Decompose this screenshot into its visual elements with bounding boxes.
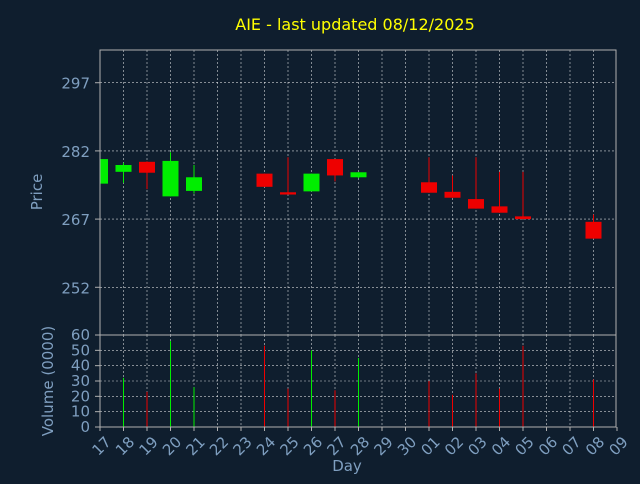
x-tick-label: 07: [559, 433, 585, 459]
candle-body: [115, 165, 132, 172]
x-tick-label: 17: [89, 433, 115, 459]
x-tick-label: 28: [347, 433, 373, 459]
x-tick-label: 08: [582, 433, 608, 459]
x-tick-label: 02: [441, 433, 467, 459]
candle-body: [303, 173, 320, 192]
candle-body: [515, 216, 531, 220]
candle-body: [162, 160, 179, 197]
candlesticks: [99, 152, 602, 239]
price-tick-label: 282: [61, 143, 90, 161]
price-tick-label: 267: [61, 211, 90, 229]
x-tick-labels: 1718192021222324252627282930010203040506…: [89, 427, 632, 459]
x-tick-label: 21: [183, 433, 209, 459]
x-tick-label: 19: [136, 433, 162, 459]
x-tick-label: 27: [324, 433, 350, 459]
x-tick-label: 18: [112, 433, 138, 459]
candle-body: [444, 191, 461, 198]
price-tick-label: 252: [61, 279, 90, 297]
volume-tick-label: 50: [71, 341, 90, 359]
candle-body: [468, 199, 484, 209]
volume-bars: [123, 341, 594, 427]
x-tick-label: 09: [606, 433, 632, 459]
candle-body: [139, 161, 155, 173]
x-tick-label: 26: [300, 433, 326, 459]
x-axis-label: Day: [332, 457, 362, 475]
candle-body: [350, 172, 367, 178]
x-tick-label: 29: [371, 433, 397, 459]
price-tick-labels: 252 267 282 297: [61, 75, 100, 297]
x-tick-label: 20: [159, 433, 185, 459]
volume-tick-label: 30: [71, 372, 90, 390]
candle-body: [491, 206, 508, 213]
price-tick-label: 297: [61, 75, 90, 93]
volume-tick-label: 60: [71, 326, 90, 344]
candle-body: [280, 192, 296, 195]
x-tick-label: 22: [206, 433, 232, 459]
x-tick-label: 05: [512, 433, 538, 459]
candle-body: [585, 221, 602, 239]
x-tick-label: 04: [488, 433, 514, 459]
price-axis-label: Price: [28, 174, 46, 211]
volume-tick-label: 20: [71, 387, 90, 405]
volume-axis-label: Volume (0000): [39, 326, 57, 436]
chart-title: AIE - last updated 08/12/2025: [235, 15, 475, 34]
volume-tick-label: 40: [71, 357, 90, 375]
x-tick-label: 01: [418, 433, 444, 459]
candle-body: [186, 177, 202, 191]
x-tick-label: 25: [277, 433, 303, 459]
x-tick-label: 24: [253, 433, 279, 459]
candle-body: [327, 159, 343, 176]
x-tick-label: 03: [465, 433, 491, 459]
candle-body: [421, 182, 437, 193]
candle-body: [100, 159, 108, 184]
volume-tick-label: 0: [80, 418, 90, 436]
volume-tick-label: 10: [71, 403, 90, 421]
candle-body: [256, 173, 273, 187]
volume-panel-frame: [99, 334, 617, 428]
price-gridlines: [100, 50, 616, 335]
x-tick-label: 23: [230, 433, 256, 459]
x-tick-label: 30: [394, 433, 420, 459]
x-tick-label: 06: [535, 433, 561, 459]
